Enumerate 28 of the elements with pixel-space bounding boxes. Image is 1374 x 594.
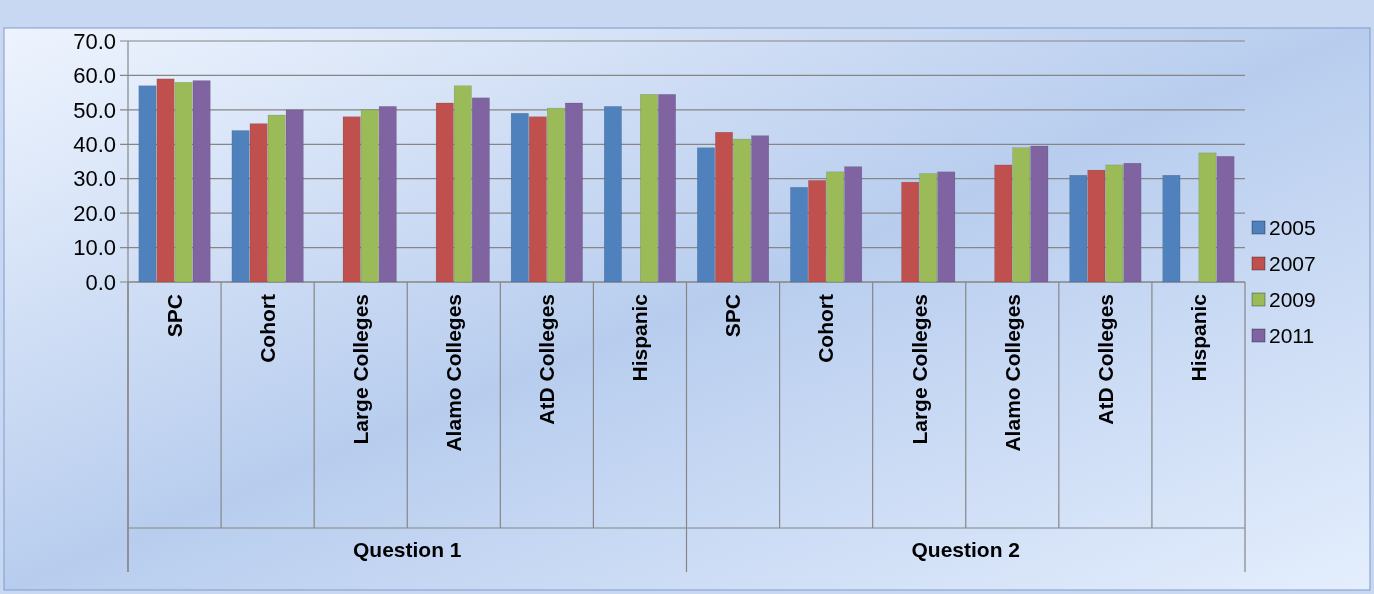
legend-label: 2011 bbox=[1269, 324, 1315, 348]
x-tick-label: Alamo Colleges bbox=[442, 294, 466, 452]
text: Question 1 bbox=[352, 538, 462, 562]
bar bbox=[603, 106, 622, 283]
x-tick-label: Large Colleges bbox=[349, 294, 373, 445]
legend-label: 2005 bbox=[1269, 216, 1316, 240]
y-tick-label: 40.0 bbox=[73, 131, 116, 157]
y-tick-label: 20.0 bbox=[73, 200, 116, 226]
x-tick-label: SPC bbox=[721, 294, 745, 338]
x-tick-label: SPC bbox=[162, 294, 186, 338]
y-tick-label: 10.0 bbox=[73, 235, 116, 261]
y-tick-label: 30.0 bbox=[73, 166, 116, 192]
y-tick-label: 0.0 bbox=[85, 269, 116, 295]
y-tick-label: 70.0 bbox=[73, 28, 116, 54]
x-tick-label: Large Colleges bbox=[907, 294, 931, 445]
x-tick-label: Hispanic bbox=[1186, 293, 1210, 382]
y-tick-label: 50.0 bbox=[73, 97, 116, 123]
x-tick-label: AtD Colleges bbox=[535, 294, 559, 425]
x-tick-label: AtD Colleges bbox=[1093, 294, 1117, 425]
x-tick-label: Hispanic bbox=[628, 293, 652, 382]
legend-label: 2009 bbox=[1269, 288, 1316, 312]
x-tick-label: Alamo Colleges bbox=[1000, 294, 1024, 452]
y-tick-label: 60.0 bbox=[73, 63, 116, 89]
legend-label: 2007 bbox=[1269, 252, 1316, 276]
x-tick-label: Cohort bbox=[255, 294, 279, 363]
text: Question 2 bbox=[911, 538, 1021, 562]
bar bbox=[1162, 175, 1181, 283]
x-tick-label: Cohort bbox=[814, 294, 838, 363]
